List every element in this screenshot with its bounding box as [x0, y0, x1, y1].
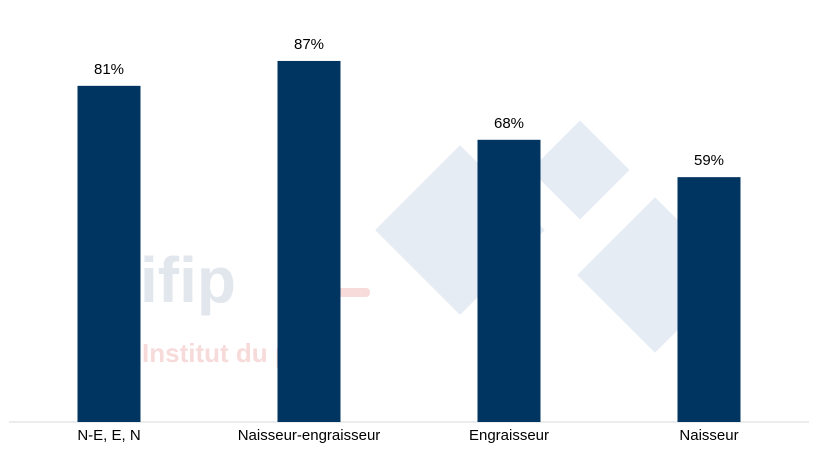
- watermark-logo: ifip: [140, 244, 236, 316]
- value-label: 68%: [494, 115, 524, 132]
- x-tick-label: Naisseur: [679, 427, 738, 444]
- value-label: 87%: [294, 36, 324, 53]
- value-label: 81%: [94, 61, 124, 78]
- value-label: 59%: [694, 152, 724, 169]
- watermark-shape: [530, 120, 630, 220]
- bar: [77, 85, 141, 422]
- bar: [677, 177, 741, 422]
- bar: [477, 139, 541, 423]
- x-tick-label: N-E, E, N: [77, 427, 140, 444]
- bar: [277, 60, 341, 422]
- x-tick-label: Naisseur-engraisseur: [238, 427, 381, 444]
- x-tick-label: Engraisseur: [469, 427, 549, 444]
- watermark: ifip Institut du porc: [140, 120, 733, 368]
